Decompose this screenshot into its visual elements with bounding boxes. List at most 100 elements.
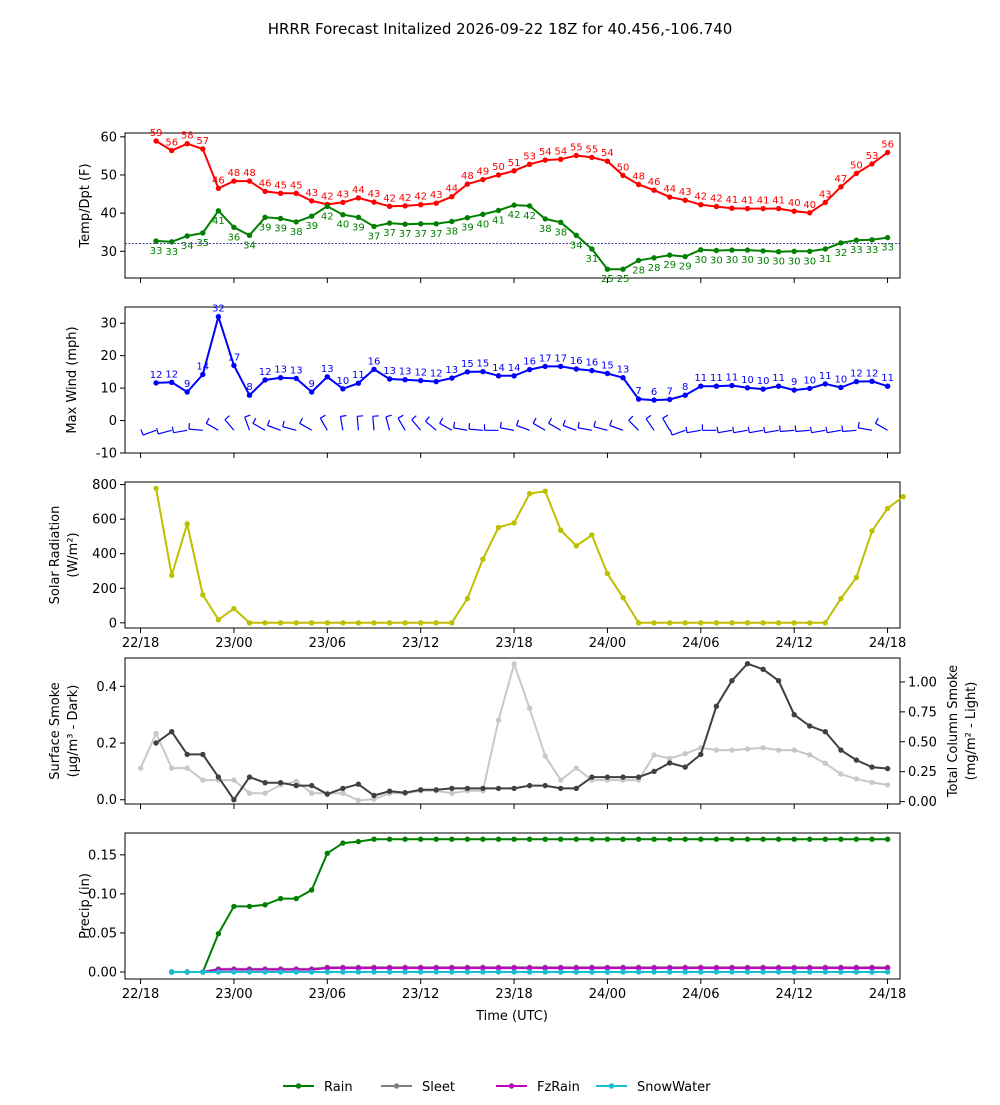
data-point: [216, 186, 221, 191]
data-point: [792, 837, 797, 842]
data-label: 14: [196, 362, 209, 373]
y-right-tick-label: 0.25: [908, 765, 937, 780]
data-label: 12: [850, 369, 863, 380]
data-point: [294, 376, 299, 381]
wind-barb: [189, 429, 203, 430]
data-label: 34: [243, 240, 256, 251]
data-point: [651, 255, 656, 260]
data-point: [589, 969, 594, 974]
legend-marker: [296, 1083, 301, 1088]
data-point: [729, 969, 734, 974]
data-point: [185, 969, 190, 974]
data-point: [729, 206, 734, 211]
data-label: 17: [554, 353, 567, 364]
wind-barb: [500, 428, 514, 430]
data-point: [667, 620, 672, 625]
y-tick-label: 0: [109, 414, 117, 429]
data-point: [792, 969, 797, 974]
wind-barb-flag: [563, 420, 565, 426]
data-point: [574, 837, 579, 842]
data-point: [465, 786, 470, 791]
wind-barb-flag: [780, 426, 781, 432]
data-point: [262, 215, 267, 220]
data-label: 56: [881, 140, 894, 151]
data-point: [838, 837, 843, 842]
data-point: [698, 384, 703, 389]
data-point: [231, 969, 236, 974]
data-point: [620, 837, 625, 842]
data-point: [729, 383, 734, 388]
data-label: 11: [881, 373, 894, 384]
data-label: 30: [803, 256, 816, 267]
y-right-axis-label: Total Column Smoke: [946, 665, 961, 798]
data-point: [247, 774, 252, 779]
data-point: [278, 375, 283, 380]
wind-barb: [174, 430, 188, 432]
data-point: [651, 620, 656, 625]
data-label: 33: [850, 245, 863, 256]
data-point: [511, 202, 516, 207]
y-tick-label: 0.4: [96, 680, 117, 695]
data-point: [854, 757, 859, 762]
data-point: [792, 387, 797, 392]
data-point: [558, 969, 563, 974]
data-point: [449, 969, 454, 974]
data-point: [745, 206, 750, 211]
wind-barb-flag: [748, 427, 749, 433]
data-point: [683, 764, 688, 769]
wind-barb: [646, 419, 654, 430]
wind-barb-flag: [663, 415, 668, 418]
data-point: [434, 221, 439, 226]
data-label: 15: [461, 359, 474, 370]
data-point: [496, 373, 501, 378]
data-point: [356, 839, 361, 844]
data-point: [760, 386, 765, 391]
data-point: [574, 765, 579, 770]
wind-barb: [629, 420, 639, 430]
data-label: 36: [228, 232, 241, 243]
wind-barb: [843, 430, 857, 431]
data-point: [869, 837, 874, 842]
x-tick-label: 23/18: [495, 636, 532, 651]
data-point: [278, 969, 283, 974]
data-label: 12: [259, 367, 272, 378]
data-label: 44: [352, 185, 365, 196]
data-point: [885, 782, 890, 787]
wind-barb-flag: [398, 415, 403, 418]
data-label: 39: [352, 222, 365, 233]
wind-barb-flag: [340, 416, 346, 417]
data-label: 43: [337, 189, 350, 200]
data-label: 41: [757, 196, 770, 207]
series-line: [156, 488, 903, 622]
data-point: [683, 393, 688, 398]
data-point: [745, 247, 750, 252]
data-point: [465, 969, 470, 974]
data-label: 42: [414, 192, 427, 203]
wind-barb: [663, 418, 670, 430]
wind-barb-flag: [629, 416, 633, 420]
data-point: [527, 969, 532, 974]
data-point: [714, 620, 719, 625]
data-label: 12: [414, 368, 427, 379]
data-point: [216, 931, 221, 936]
data-point: [620, 774, 625, 779]
data-point: [418, 837, 423, 842]
data-point: [465, 215, 470, 220]
data-point: [527, 837, 532, 842]
data-label: 53: [866, 151, 879, 162]
data-label: 11: [819, 371, 832, 382]
data-point: [153, 731, 158, 736]
data-point: [402, 203, 407, 208]
data-point: [838, 385, 843, 390]
data-point: [247, 233, 252, 238]
data-label: 30: [772, 257, 785, 268]
data-point: [185, 141, 190, 146]
data-point: [714, 204, 719, 209]
data-point: [153, 138, 158, 143]
data-point: [169, 573, 174, 578]
data-point: [434, 787, 439, 792]
data-label: 55: [570, 143, 583, 154]
wind-barb: [875, 423, 887, 430]
data-label: 37: [430, 229, 443, 240]
wind-barb: [386, 417, 390, 430]
